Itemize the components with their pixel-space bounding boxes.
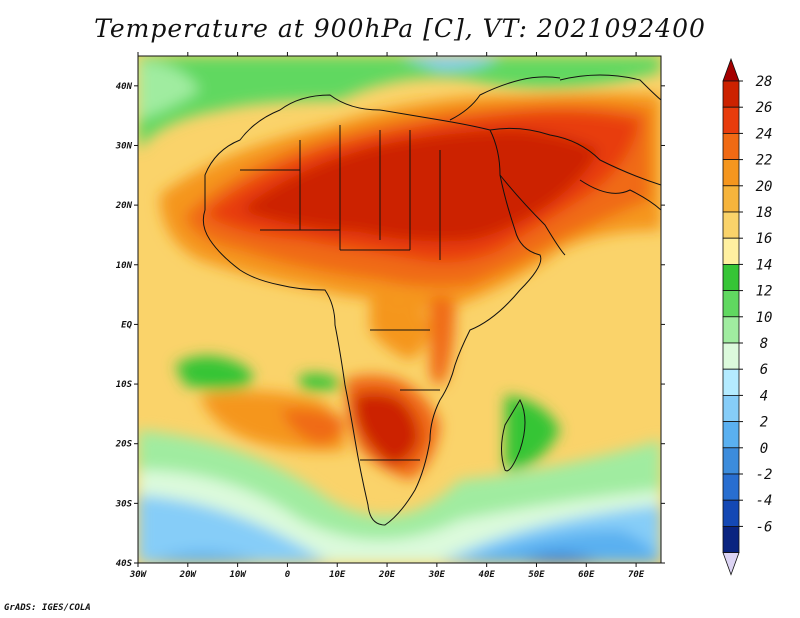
colorbar-swatch <box>722 263 740 291</box>
coastlines <box>202 74 661 526</box>
colorbar-swatch <box>722 211 740 239</box>
colorbar-swatch <box>722 473 740 501</box>
credit-text: GrADS: IGES/COLA <box>4 603 91 613</box>
lon-tick-label: 30E <box>428 570 446 580</box>
colorbar-swatch <box>722 394 740 422</box>
lon-tick-label: 40E <box>479 570 496 580</box>
colorbar-label: -2 <box>756 467 773 483</box>
lat-tick-label: 10N <box>116 261 133 271</box>
colorbar-label: 6 <box>760 362 768 378</box>
colorbar-swatch <box>722 447 740 475</box>
colorbar-swatch <box>722 316 740 344</box>
colorbar-label: 26 <box>756 100 773 116</box>
lat-tick-label: EQ <box>121 320 132 330</box>
colorbar-top-arrow <box>722 57 740 82</box>
lon-tick-label: 60E <box>578 570 595 580</box>
colorbar-label: -6 <box>756 519 773 535</box>
colorbar-label: 24 <box>756 126 773 142</box>
colorbar-label: 8 <box>760 336 768 352</box>
colorbar-bottom-arrow <box>722 552 740 576</box>
colorbar-label: 28 <box>756 74 773 90</box>
colorbar-swatch <box>722 368 740 396</box>
colorbar-label: 18 <box>756 205 773 221</box>
lat-tick-label: 30N <box>115 141 133 151</box>
lat-tick-label: 10S <box>116 380 133 390</box>
colorbar-label: -4 <box>756 493 773 509</box>
colorbar-label: 22 <box>756 153 773 169</box>
lon-tick-label: 20W <box>179 570 198 580</box>
colorbar-swatch <box>722 237 740 265</box>
lat-tick-label: 20N <box>115 201 133 211</box>
lat-tick-label: 30S <box>115 499 133 509</box>
colorbar-label: 2 <box>760 415 768 431</box>
colorbar-label: 4 <box>760 388 768 404</box>
lat-tick-label: 40N <box>116 82 133 92</box>
lon-tick-label: 0 <box>285 570 291 580</box>
colorbar-label: 10 <box>756 310 773 326</box>
temperature-field <box>138 56 661 563</box>
colorbar-swatch <box>722 342 740 370</box>
longitude-axis: 30W 20W 10W 0 10E 20E 30E 40E 50E 60E 70E <box>129 52 645 580</box>
colorbar-swatch <box>722 106 740 134</box>
colorbar-swatch <box>722 421 740 449</box>
map-frame <box>137 55 662 564</box>
colorbar-label: 16 <box>756 231 773 247</box>
colorbar-swatch <box>722 185 740 213</box>
lon-tick-label: 70E <box>628 570 645 580</box>
lat-tick-label: 20S <box>115 440 133 450</box>
lon-tick-label: 10W <box>229 570 247 580</box>
lon-tick-label: 50E <box>528 570 545 580</box>
map-title: Temperature at 900hPa [C], VT: 202109240… <box>94 14 706 43</box>
colorbar-swatch <box>722 290 740 318</box>
lon-tick-label: 10E <box>329 570 346 580</box>
latitude-axis: 40N 30N 20N 10N EQ 10S 20S 30S 40S <box>115 82 665 569</box>
colorbar-swatch <box>722 159 740 187</box>
lat-tick-label: 40S <box>116 559 133 569</box>
colorbar-swatch <box>722 499 740 527</box>
colorbar-label: 20 <box>756 179 773 195</box>
colorbar-label: 0 <box>760 441 768 457</box>
colorbar-swatch <box>722 132 740 160</box>
colorbar-swatch <box>722 80 740 108</box>
colorbar-label: 14 <box>756 257 773 273</box>
colorbar-swatch <box>722 526 740 554</box>
lon-tick-label: 30W <box>129 570 148 580</box>
lon-tick-label: 20E <box>378 570 396 580</box>
colorbar-label: 12 <box>756 284 773 300</box>
